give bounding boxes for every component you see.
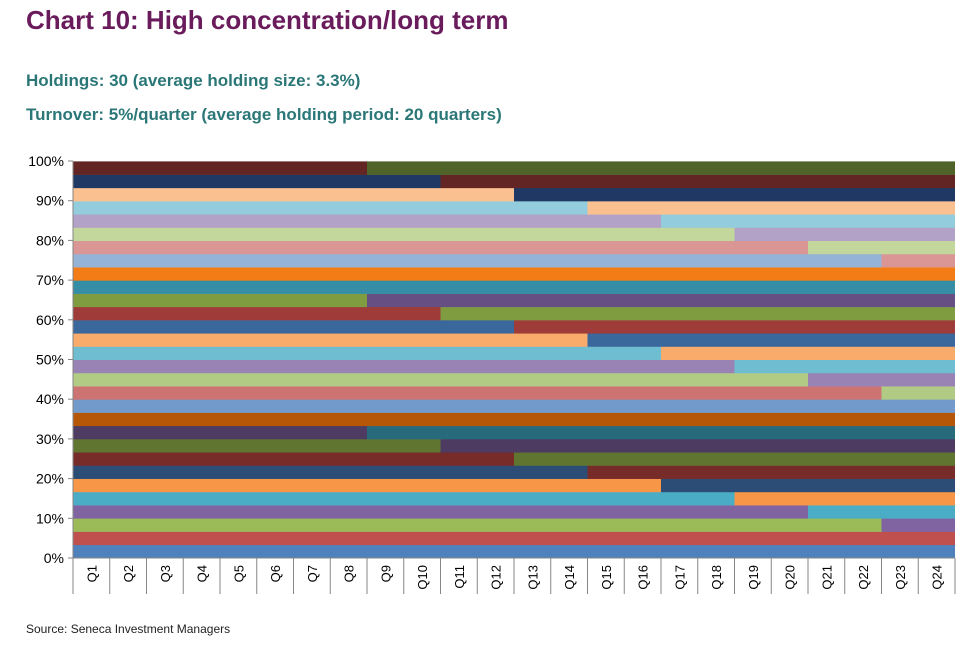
holding-segment-8-q1	[73, 452, 514, 466]
holding-segment-14-q1	[73, 372, 808, 387]
holding-segment-20-q1	[73, 293, 367, 308]
holding-segment-5-q1	[73, 491, 735, 506]
holding-segment-19-q11	[440, 306, 955, 321]
x-tick-label: Q3	[158, 565, 173, 582]
holding-segment-27-q15	[587, 201, 955, 215]
x-tick-label: Q8	[342, 565, 357, 582]
holding-segment-15-q19	[734, 359, 955, 374]
y-tick-label: 30%	[36, 431, 64, 447]
holding-segment-20-q9	[367, 293, 955, 308]
x-tick-label: Q18	[709, 565, 724, 590]
chart-bars	[73, 161, 955, 559]
holdings-subtitle: Holdings: 30 (average holding size: 3.3%…	[26, 71, 361, 90]
holding-segment-18-q1	[73, 320, 514, 334]
x-tick-label: Q6	[268, 565, 283, 582]
holding-segment-16-q1	[73, 346, 661, 360]
holding-segment-19-q1	[73, 306, 441, 321]
holding-segment-8-q13	[514, 452, 955, 466]
holding-segment-5-q19	[734, 491, 955, 506]
holding-segment-15-q1	[73, 359, 735, 374]
holding-segment-11-q1	[73, 412, 955, 427]
y-tick-label: 80%	[36, 232, 64, 248]
holding-segment-24-q21	[808, 240, 955, 255]
x-axis: Q1 Q2 Q3 Q4 Q5 Q6 Q7 Q8 Q9 Q10 Q11 Q12 Q13 Q14 Q15 Q16 Q…	[72, 557, 956, 594]
x-tick-label: Q7	[305, 565, 320, 582]
x-tick-label: Q20	[783, 565, 798, 590]
y-tick-label: 90%	[36, 193, 64, 209]
y-tick-label: 20%	[36, 471, 64, 487]
x-tick-label: Q4	[195, 565, 210, 582]
holding-segment-17-q15	[587, 333, 955, 347]
chart-title: Chart 10: High concentration/long term	[26, 5, 509, 35]
holding-segment-23-q23	[881, 253, 955, 268]
x-tick-label: Q24	[930, 565, 945, 590]
x-tick-label: Q1	[84, 565, 99, 582]
holding-segment-2-q1	[73, 531, 955, 546]
holding-segment-7-q1	[73, 465, 588, 479]
y-tick-label: 10%	[36, 510, 64, 526]
holding-segment-3-q1	[73, 518, 882, 532]
x-tick-label: Q13	[525, 565, 540, 590]
holding-segment-13-q1	[73, 386, 882, 400]
holding-segment-26-q1	[73, 214, 661, 228]
x-tick-label: Q16	[636, 565, 651, 590]
x-tick-label: Q15	[599, 565, 614, 590]
holding-segment-9-q1	[73, 439, 441, 453]
holding-segment-22-q1	[73, 267, 955, 281]
holding-segment-16-q17	[661, 346, 955, 360]
holding-segment-14-q21	[808, 372, 955, 387]
holding-segment-6-q17	[661, 478, 955, 493]
x-tick-label: Q17	[672, 565, 687, 590]
stacked-holdings-chart: 0% 10% 20% 30% 40% 50% 60% 70% 80% 90% 100% Q1 Q2 Q3…	[28, 153, 956, 594]
y-axis: 0% 10% 20% 30% 40% 50% 60% 70% 80% 90% 100%	[28, 153, 74, 566]
holding-segment-27-q1	[73, 201, 588, 215]
y-tick-label: 0%	[44, 550, 64, 566]
holding-segment-1-q1	[73, 544, 955, 559]
holding-segment-24-q1	[73, 240, 808, 255]
x-tick-label: Q21	[819, 565, 834, 590]
holding-segment-4-q1	[73, 505, 808, 519]
turnover-subtitle: Turnover: 5%/quarter (average holding pe…	[26, 105, 502, 124]
holding-segment-29-q1	[73, 174, 441, 189]
holding-segment-28-q13	[514, 187, 955, 202]
holding-segment-18-q13	[514, 320, 955, 334]
y-tick-label: 100%	[28, 153, 64, 169]
x-tick-label: Q11	[452, 565, 467, 589]
holding-segment-10-q9	[367, 425, 955, 440]
x-tick-label: Q2	[121, 565, 136, 582]
holding-segment-26-q17	[661, 214, 955, 228]
holding-segment-13-q23	[881, 386, 955, 400]
holding-segment-3-q23	[881, 518, 955, 532]
x-tick-label: Q23	[893, 565, 908, 590]
y-tick-label: 40%	[36, 391, 64, 407]
x-tick-label: Q5	[231, 565, 246, 582]
holding-segment-6-q1	[73, 478, 661, 493]
holding-segment-30-q9	[367, 161, 955, 175]
x-tick-label: Q14	[562, 565, 577, 590]
holding-segment-25-q1	[73, 227, 735, 242]
holding-segment-9-q11	[440, 439, 955, 453]
y-tick-label: 60%	[36, 312, 64, 328]
holding-segment-23-q1	[73, 253, 882, 268]
x-tick-label: Q10	[415, 565, 430, 590]
x-tick-label: Q22	[856, 565, 871, 590]
holding-segment-25-q19	[734, 227, 955, 242]
holding-segment-30-q1	[73, 161, 367, 175]
holding-segment-4-q21	[808, 505, 955, 519]
y-tick-label: 50%	[36, 352, 64, 368]
source-note: Source: Seneca Investment Managers	[26, 622, 231, 636]
holding-segment-10-q1	[73, 425, 367, 440]
holding-segment-21-q1	[73, 280, 955, 294]
holding-segment-17-q1	[73, 333, 588, 347]
holding-segment-28-q1	[73, 187, 514, 202]
holding-segment-7-q15	[587, 465, 955, 479]
x-tick-label: Q12	[489, 565, 504, 590]
x-tick-label: Q19	[746, 565, 761, 590]
x-tick-label: Q9	[378, 565, 393, 582]
holding-segment-29-q11	[440, 174, 955, 189]
holding-segment-12-q1	[73, 399, 955, 413]
y-tick-label: 70%	[36, 272, 64, 288]
